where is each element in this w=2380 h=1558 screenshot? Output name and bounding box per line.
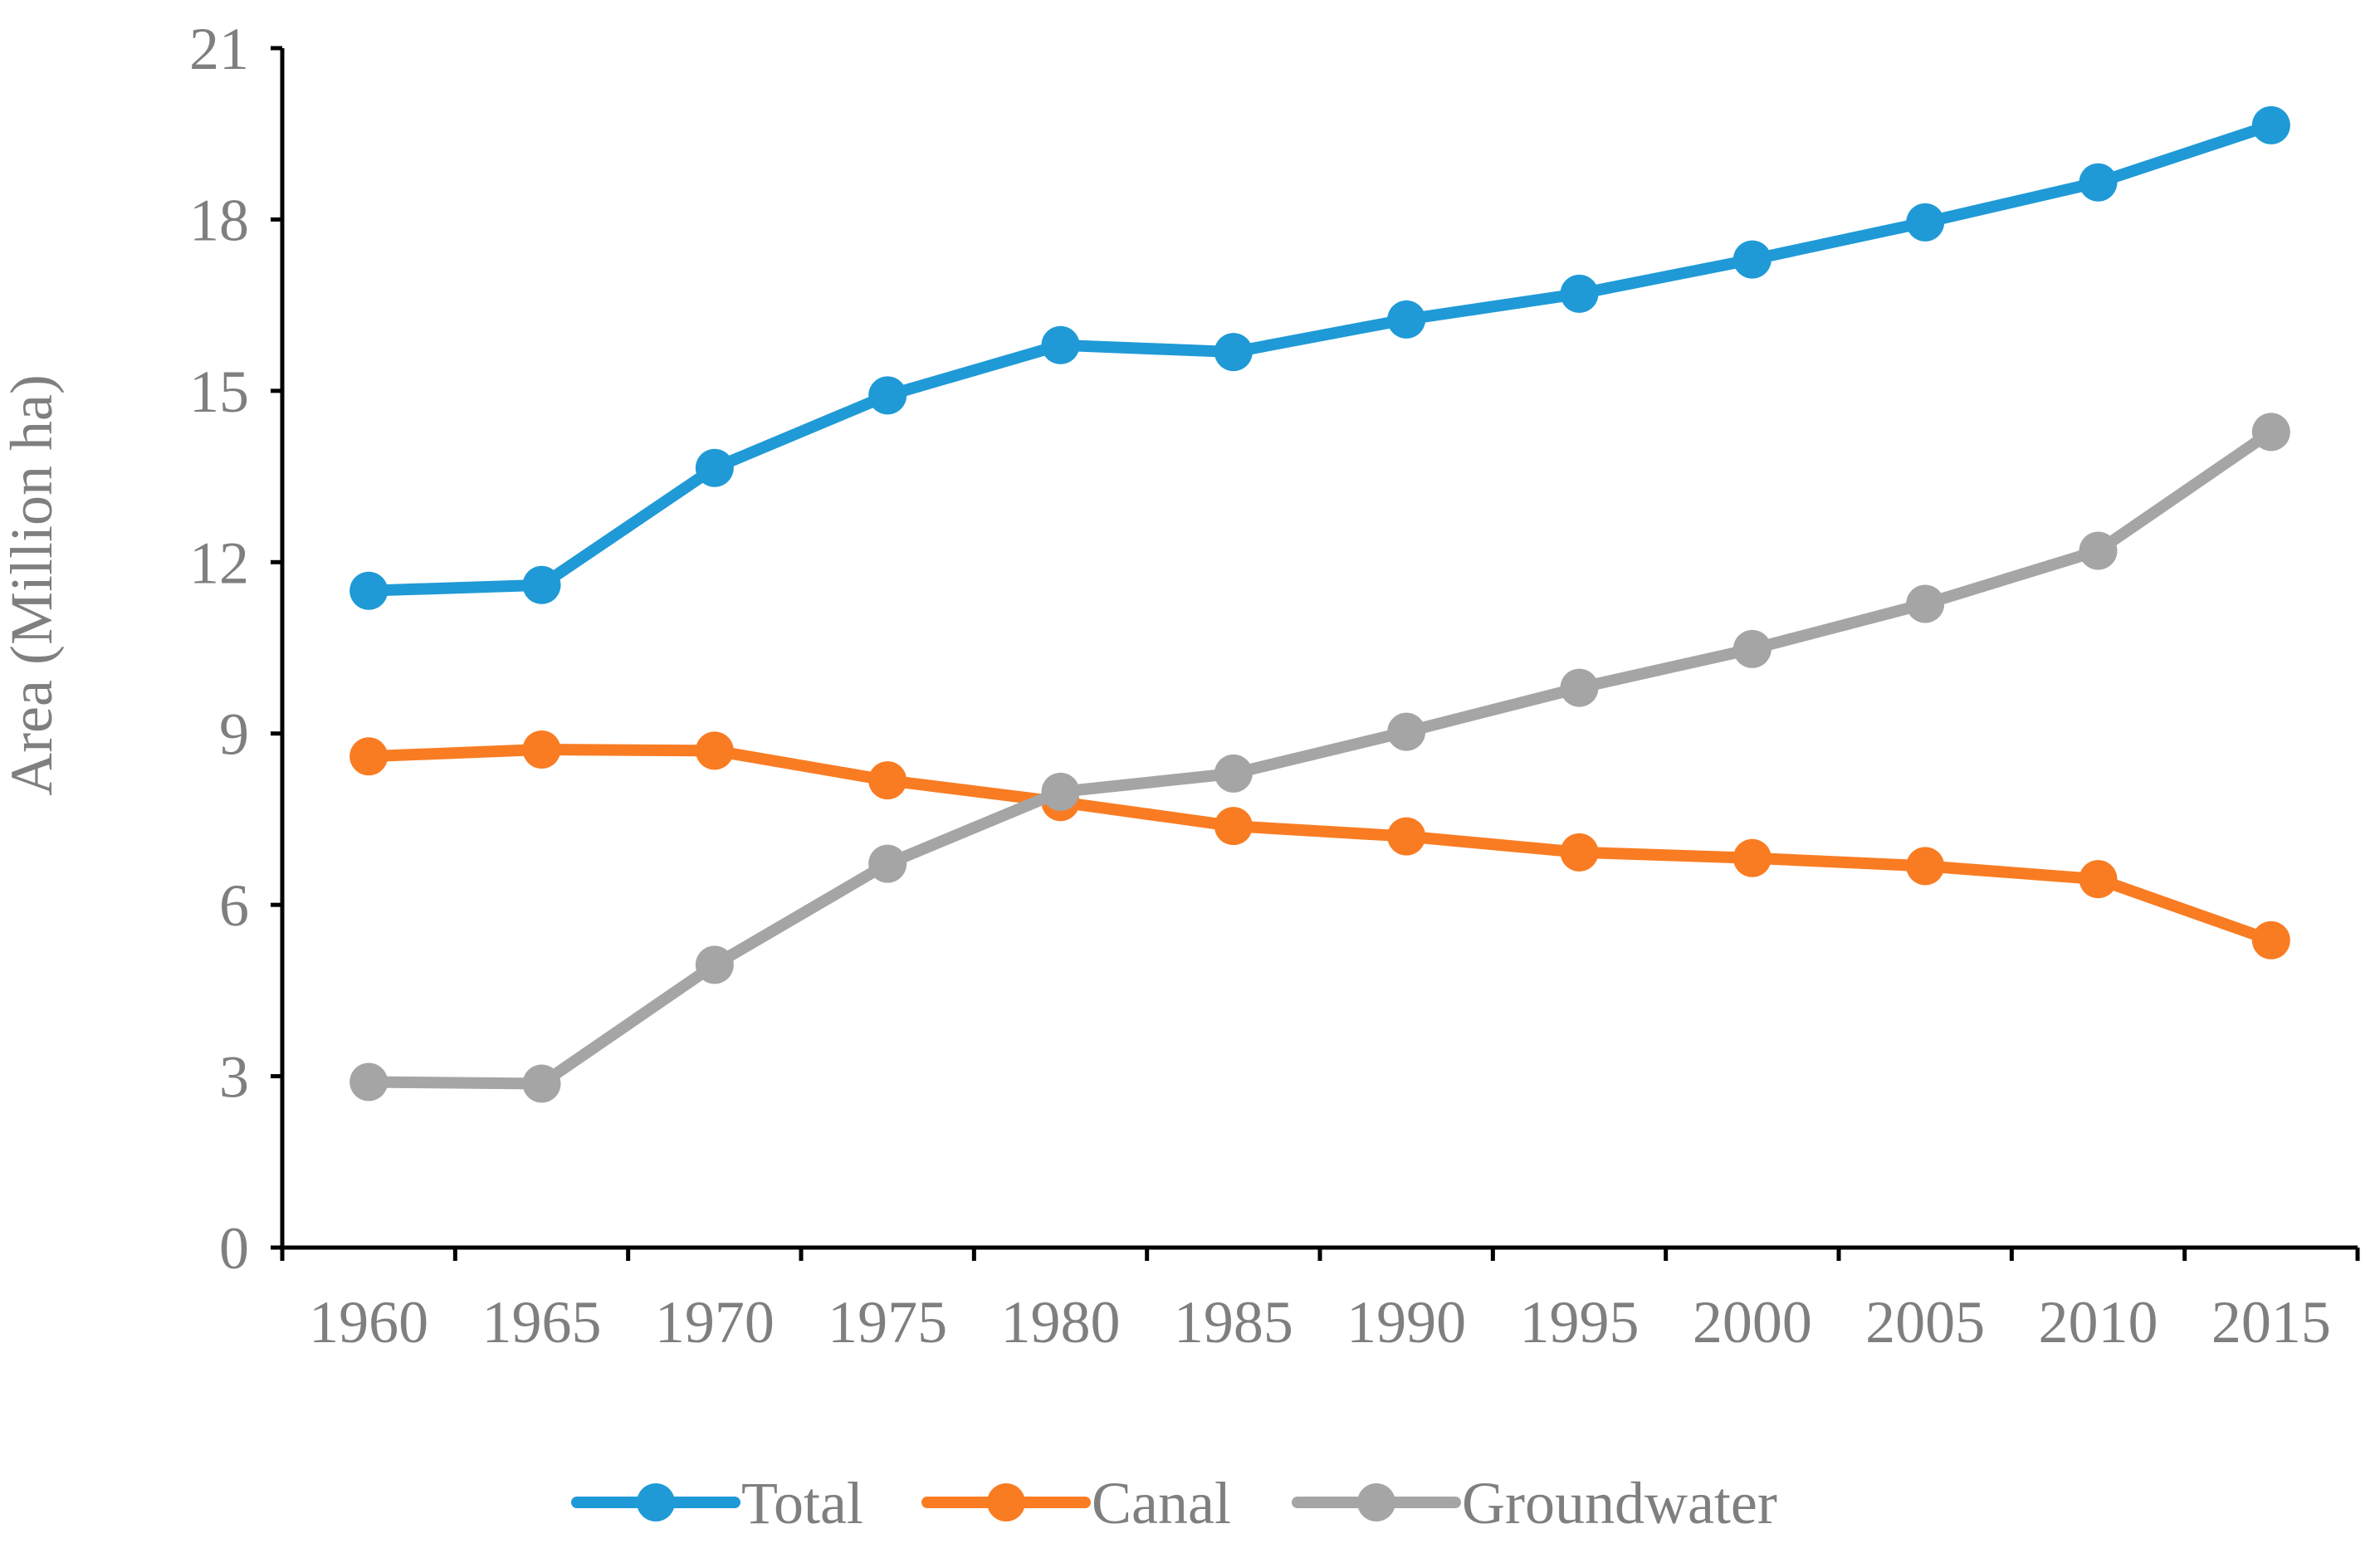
x-tick-label: 1975 — [828, 1289, 947, 1355]
data-point-canal — [1560, 833, 1599, 872]
legend-swatch-marker — [637, 1483, 675, 1521]
data-point-groundwater — [1041, 772, 1080, 811]
y-tick-label: 0 — [219, 1215, 249, 1282]
x-tick-label: 2000 — [1693, 1289, 1812, 1355]
data-point-total — [868, 376, 907, 415]
legend-label: Canal — [1092, 1470, 1231, 1536]
y-tick-label: 18 — [189, 187, 249, 253]
data-point-groundwater — [1214, 754, 1253, 793]
series-canal — [349, 730, 2290, 960]
data-point-canal — [1906, 847, 1945, 886]
series-line-total — [363, 119, 2277, 597]
y-tick-label: 9 — [219, 701, 249, 768]
legend-label: Groundwater — [1462, 1470, 1777, 1536]
legend-label: Total — [741, 1470, 863, 1536]
y-tick-label: 3 — [219, 1044, 249, 1111]
series-groundwater — [349, 413, 2290, 1103]
data-point-canal — [522, 730, 561, 769]
data-point-total — [1560, 274, 1599, 313]
y-tick-label: 6 — [219, 872, 249, 939]
x-tick-label: 2015 — [2211, 1289, 2331, 1355]
series-line-canal — [363, 743, 2277, 946]
data-point-groundwater — [2251, 413, 2290, 452]
series-line-groundwater — [363, 426, 2277, 1090]
x-tick-label: 1965 — [482, 1289, 602, 1355]
data-point-groundwater — [1560, 668, 1599, 707]
data-point-total — [1732, 240, 1772, 279]
data-point-canal — [1214, 807, 1253, 846]
data-point-total — [1041, 325, 1080, 364]
series-total — [349, 105, 2290, 610]
data-point-canal — [2079, 860, 2118, 899]
y-tick-label: 21 — [189, 16, 249, 82]
data-point-groundwater — [2079, 531, 2118, 570]
x-tick-label: 1985 — [1174, 1289, 1293, 1355]
x-tick-label: 1990 — [1346, 1289, 1466, 1355]
data-point-groundwater — [868, 844, 907, 883]
legend-entry-total: Total — [571, 1470, 863, 1536]
x-tick-label: 2010 — [2039, 1289, 2158, 1355]
x-tick-label: 2005 — [1865, 1289, 1985, 1355]
legend-entry-groundwater: Groundwater — [1292, 1470, 1777, 1536]
data-point-total — [522, 565, 561, 604]
data-point-total — [1387, 300, 1426, 339]
legend-entry-canal: Canal — [921, 1470, 1231, 1536]
y-tick-label: 12 — [189, 530, 249, 596]
data-point-canal — [695, 731, 734, 770]
legend-swatch-marker — [987, 1483, 1025, 1521]
y-axis-title: Area (Million ha) — [0, 374, 65, 796]
data-point-total — [2079, 163, 2118, 202]
legend: Total Canal Groundwater — [571, 1470, 1777, 1536]
data-point-total — [2251, 105, 2290, 144]
series-layer — [349, 105, 2290, 1103]
data-point-canal — [1732, 838, 1772, 877]
data-point-canal — [2251, 921, 2290, 960]
data-point-groundwater — [1732, 629, 1772, 668]
data-point-total — [349, 571, 389, 610]
data-point-canal — [1387, 817, 1426, 856]
y-tick-label: 15 — [189, 359, 249, 425]
data-point-canal — [349, 737, 389, 776]
x-tick-label: 1995 — [1520, 1289, 1640, 1355]
data-point-groundwater — [522, 1064, 561, 1103]
data-point-total — [1214, 333, 1253, 372]
data-point-groundwater — [695, 945, 734, 984]
x-tick-label: 1970 — [655, 1289, 775, 1355]
data-point-groundwater — [349, 1062, 389, 1101]
x-tick-label: 1980 — [1001, 1289, 1121, 1355]
data-point-groundwater — [1387, 712, 1426, 751]
data-point-groundwater — [1906, 584, 1945, 623]
axes: 0 3 6 9 12 15 18 21 1960 1965 1970 1975 1980 1985 1990… — [189, 16, 2360, 1355]
legend-swatch-marker — [1357, 1483, 1395, 1521]
data-point-canal — [868, 761, 907, 800]
data-point-total — [695, 448, 734, 487]
data-point-total — [1906, 203, 1945, 242]
x-tick-label: 1960 — [309, 1289, 428, 1355]
